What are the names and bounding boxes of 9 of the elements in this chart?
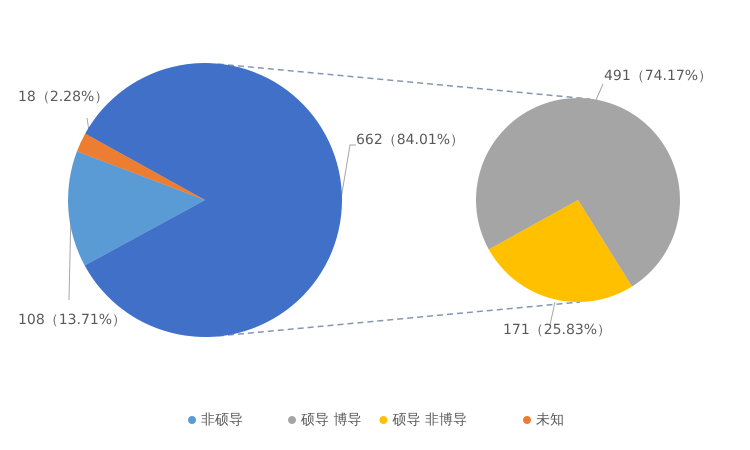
legend-label: 未知 [536,412,564,428]
data-label: 18（2.28%） [18,89,108,105]
data-label: 662（84.01%） [356,132,464,148]
data-label: 108（13.71%） [18,312,126,328]
data-label: 491（74.17%） [604,68,712,84]
legend-label: 非硕导 [201,412,243,428]
legend-label: 硕导 博导 [300,412,362,428]
legend-label: 硕导 非博导 [391,412,467,428]
data-label: 171（25.83%） [503,322,612,338]
